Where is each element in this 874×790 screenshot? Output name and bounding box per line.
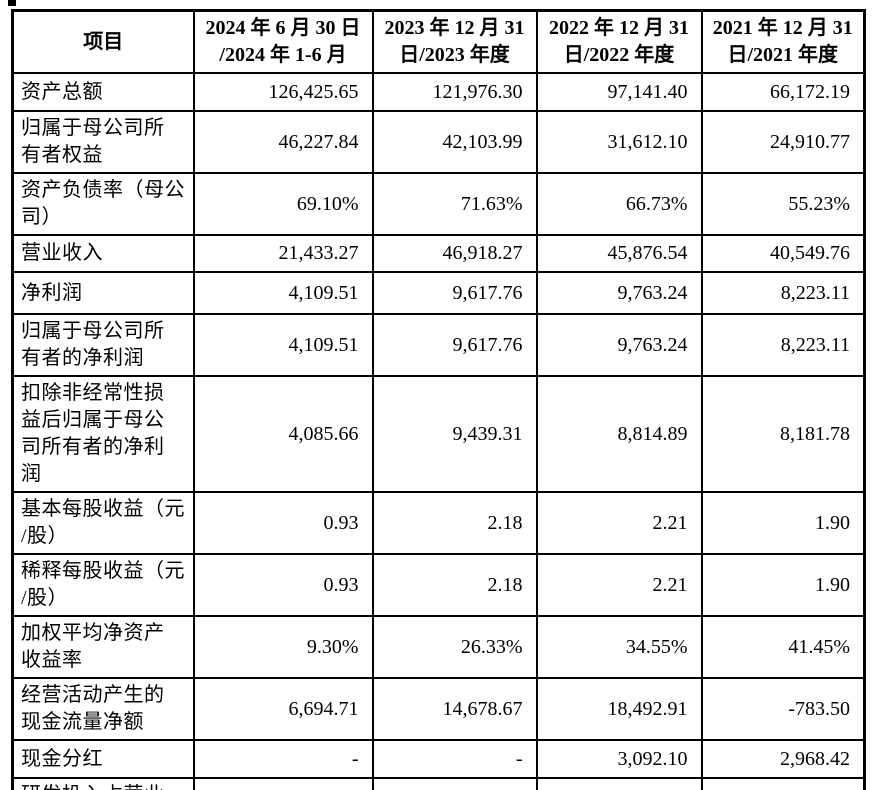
- cell-value: 41.45%: [700, 615, 866, 679]
- cell-value: 18,492.91: [535, 677, 703, 741]
- cell-value: 8,223.11: [700, 313, 866, 377]
- cell-value: 97,141.40: [535, 72, 703, 112]
- row-label: 资产总额: [11, 72, 195, 112]
- cell-value: 121,976.30: [371, 72, 538, 112]
- cell-value: 55.23%: [700, 172, 866, 236]
- cell-value: 42,103.99: [371, 110, 538, 174]
- cell-value: 69.10%: [192, 172, 374, 236]
- cell-value: 126,425.65: [192, 72, 374, 112]
- cell-value: 6.14%: [535, 777, 703, 790]
- table-row: 归属于母公司所 有者权益 46,227.84 42,103.99 31,612.…: [11, 110, 866, 174]
- cell-value: 21,433.27: [192, 234, 374, 273]
- cell-value: 8,223.11: [700, 271, 866, 315]
- table-row: 归属于母公司所 有者的净利润 4,109.51 9,617.76 9,763.2…: [11, 313, 866, 377]
- row-label: 研发投入占营业 收入的比例: [11, 777, 195, 790]
- cell-value: 14,678.67: [371, 677, 538, 741]
- table-row: 稀释每股收益（元 /股） 0.93 2.18 2.21 1.90: [11, 553, 866, 617]
- cell-value: 66.73%: [535, 172, 703, 236]
- table-row: 研发投入占营业 收入的比例 8.67% 6.60% 6.14% 6.09%: [11, 777, 866, 790]
- cell-value: 71.63%: [371, 172, 538, 236]
- cell-value: 46,227.84: [192, 110, 374, 174]
- row-label: 资产负债率（母公 司）: [11, 172, 195, 236]
- cell-value: 45,876.54: [535, 234, 703, 273]
- cell-value: 2.21: [535, 491, 703, 555]
- cell-value: -: [371, 739, 538, 779]
- table-row: 资产负债率（母公 司） 69.10% 71.63% 66.73% 55.23%: [11, 172, 866, 236]
- header-2024: 2024 年 6 月 30 日 /2024 年 1-6 月: [192, 9, 374, 74]
- cell-value: 9,763.24: [535, 271, 703, 315]
- cell-value: 8,181.78: [700, 375, 866, 493]
- row-label: 扣除非经常性损 益后归属于母公 司所有者的净利 润: [11, 375, 195, 493]
- cell-value: -: [192, 739, 374, 779]
- table-row: 加权平均净资产 收益率 9.30% 26.33% 34.55% 41.45%: [11, 615, 866, 679]
- cell-value: 6.60%: [371, 777, 538, 790]
- cell-value: 9,617.76: [371, 271, 538, 315]
- cell-value: 4,109.51: [192, 271, 374, 315]
- cell-value: 1.90: [700, 553, 866, 617]
- cell-value: 9,763.24: [535, 313, 703, 377]
- row-label: 加权平均净资产 收益率: [11, 615, 195, 679]
- row-label: 经营活动产生的 现金流量净额: [11, 677, 195, 741]
- row-label: 归属于母公司所 有者的净利润: [11, 313, 195, 377]
- table-row: 扣除非经常性损 益后归属于母公 司所有者的净利 润 4,085.66 9,439…: [11, 375, 866, 493]
- header-2021: 2021 年 12 月 31 日/2021 年度: [700, 9, 866, 74]
- row-label: 现金分红: [11, 739, 195, 779]
- table-row: 营业收入 21,433.27 46,918.27 45,876.54 40,54…: [11, 234, 866, 273]
- cell-value: 31,612.10: [535, 110, 703, 174]
- cell-value: 8.67%: [192, 777, 374, 790]
- cell-value: 6.09%: [700, 777, 866, 790]
- cell-value: 40,549.76: [700, 234, 866, 273]
- cell-value: 24,910.77: [700, 110, 866, 174]
- table-row: 基本每股收益（元 /股） 0.93 2.18 2.21 1.90: [11, 491, 866, 555]
- cell-value: 26.33%: [371, 615, 538, 679]
- row-label: 基本每股收益（元 /股）: [11, 491, 195, 555]
- scan-artifact: [8, 0, 16, 6]
- cell-value: 2,968.42: [700, 739, 866, 779]
- cell-value: 9,439.31: [371, 375, 538, 493]
- cell-value: 8,814.89: [535, 375, 703, 493]
- row-label: 稀释每股收益（元 /股）: [11, 553, 195, 617]
- row-label: 归属于母公司所 有者权益: [11, 110, 195, 174]
- cell-value: 6,694.71: [192, 677, 374, 741]
- cell-value: 0.93: [192, 491, 374, 555]
- table-row: 资产总额 126,425.65 121,976.30 97,141.40 66,…: [11, 72, 866, 112]
- header-2022: 2022 年 12 月 31 日/2022 年度: [535, 9, 703, 74]
- cell-value: 2.18: [371, 553, 538, 617]
- cell-value: -783.50: [700, 677, 866, 741]
- table-row: 净利润 4,109.51 9,617.76 9,763.24 8,223.11: [11, 271, 866, 315]
- cell-value: 9,617.76: [371, 313, 538, 377]
- cell-value: 0.93: [192, 553, 374, 617]
- cell-value: 4,085.66: [192, 375, 374, 493]
- row-label: 净利润: [11, 271, 195, 315]
- row-label: 营业收入: [11, 234, 195, 273]
- cell-value: 3,092.10: [535, 739, 703, 779]
- cell-value: 34.55%: [535, 615, 703, 679]
- cell-value: 66,172.19: [700, 72, 866, 112]
- cell-value: 4,109.51: [192, 313, 374, 377]
- cell-value: 46,918.27: [371, 234, 538, 273]
- financial-summary-table: 项目 2024 年 6 月 30 日 /2024 年 1-6 月 2023 年 …: [11, 9, 866, 790]
- header-item: 项目: [11, 9, 195, 74]
- cell-value: 2.18: [371, 491, 538, 555]
- table-row: 现金分红 - - 3,092.10 2,968.42: [11, 739, 866, 779]
- table-header-row: 项目 2024 年 6 月 30 日 /2024 年 1-6 月 2023 年 …: [11, 9, 866, 74]
- header-2023: 2023 年 12 月 31 日/2023 年度: [371, 9, 538, 74]
- cell-value: 2.21: [535, 553, 703, 617]
- table-row: 经营活动产生的 现金流量净额 6,694.71 14,678.67 18,492…: [11, 677, 866, 741]
- cell-value: 1.90: [700, 491, 866, 555]
- cell-value: 9.30%: [192, 615, 374, 679]
